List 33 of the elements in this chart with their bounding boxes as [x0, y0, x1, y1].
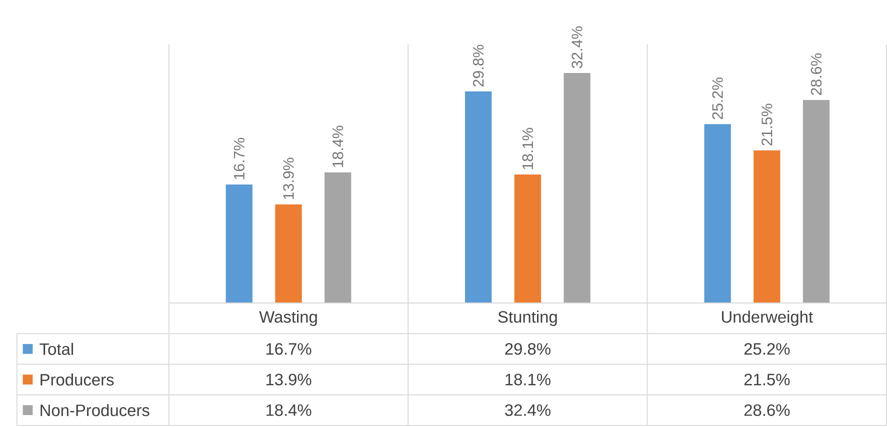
- text: 25.2%: [712, 77, 723, 119]
- text: 32.4%: [572, 26, 582, 68]
- text: 16.7%: [234, 138, 245, 179]
- bar: [802, 100, 830, 303]
- data-label: 13.9%: [266, 374, 312, 386]
- data-label: 16.7%: [266, 342, 312, 355]
- bar: [704, 124, 731, 303]
- bar: [564, 72, 590, 303]
- bar: [514, 174, 542, 303]
- bar: [226, 184, 252, 303]
- text: 29.8%: [473, 44, 484, 86]
- data-label: 25.2%: [744, 342, 790, 355]
- text: 13.9%: [283, 158, 294, 199]
- text: 18.1%: [522, 128, 534, 169]
- data-label: 18.4%: [266, 404, 312, 416]
- x-tick-label: Wasting: [259, 310, 317, 326]
- data-label: 21.5%: [744, 374, 790, 386]
- data-label: 32.4%: [505, 404, 550, 416]
- legend-label: Non-Producers: [40, 404, 150, 416]
- data-label: 29.8%: [505, 342, 550, 355]
- data-label: 18.1%: [506, 374, 550, 386]
- text: 28.6%: [810, 53, 822, 95]
- bar: [275, 204, 302, 303]
- legend-label: Producers: [40, 373, 114, 386]
- text: 21.5%: [762, 104, 772, 146]
- bar: [465, 91, 492, 303]
- x-tick-label: Underweight: [722, 310, 813, 326]
- bar: [754, 150, 780, 303]
- data-label: 28.6%: [744, 404, 790, 416]
- text: 18.4%: [332, 126, 344, 167]
- legend-label: Total: [40, 342, 73, 355]
- bar: [324, 172, 352, 303]
- x-tick-label: Stunting: [498, 310, 557, 326]
